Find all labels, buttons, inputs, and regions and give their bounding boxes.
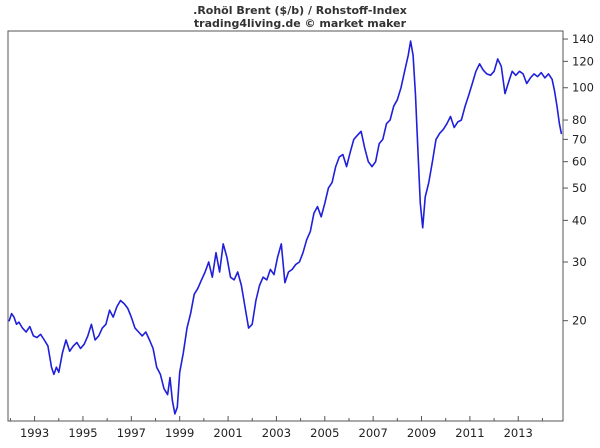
x-tick-label: 1997 [117,426,146,440]
x-axis: 1993 1995 1997 1999 2001 2003 2005 2007 2009 2011… [9,416,543,440]
x-tick-label: 2001 [213,426,242,440]
x-tick-label: 2009 [407,426,436,440]
x-tick-label: 2013 [504,426,533,440]
x-tick-label: 2011 [455,426,484,440]
x-tick-label: 2007 [359,426,388,440]
y-tick-label: 120 [572,54,594,68]
y-tick-label: 80 [572,113,587,127]
chart-subtitle: trading4living.de © market maker [194,17,407,30]
y-tick-label: 20 [572,314,587,328]
x-tick-label: 2005 [310,426,339,440]
y-tick-label: 100 [572,81,594,95]
series-line-1 [8,40,563,415]
y-tick-label: 140 [572,32,594,46]
x-tick-label: 2003 [262,426,291,440]
chart-title: .Rohöl Brent ($/b) / Rohstoff-Index [193,4,407,17]
series-layer [8,40,563,415]
y-tick-label: 60 [572,155,587,169]
x-tick-label: 1995 [68,426,97,440]
y-tick-label: 40 [572,213,587,227]
y-tick-label: 50 [572,181,587,195]
y-axis: 20 30 40 50 60 70 80 100 120 140 [563,32,594,328]
y-tick-label: 70 [572,132,587,146]
x-tick-label: 1993 [20,426,49,440]
x-tick-label: 1999 [165,426,194,440]
plot-frame [7,30,564,422]
y-tick-label: 30 [572,255,587,269]
